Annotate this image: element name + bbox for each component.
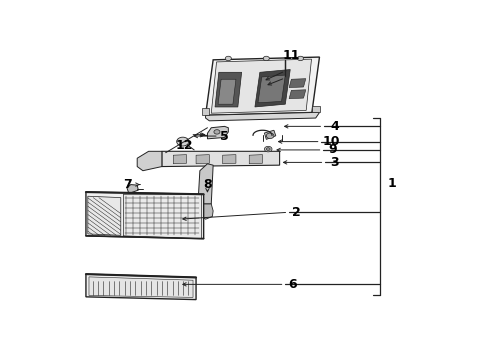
Polygon shape [206, 57, 319, 115]
Text: 8: 8 [203, 178, 212, 191]
Circle shape [265, 146, 272, 152]
Polygon shape [249, 155, 263, 164]
Text: 6: 6 [289, 278, 297, 291]
Polygon shape [88, 196, 121, 235]
Circle shape [267, 148, 270, 150]
Text: 1: 1 [387, 177, 396, 190]
Polygon shape [202, 108, 209, 115]
Circle shape [225, 56, 231, 61]
Text: 9: 9 [328, 143, 337, 157]
Text: 7: 7 [123, 178, 132, 191]
Polygon shape [86, 274, 196, 300]
Polygon shape [86, 192, 204, 239]
Text: 2: 2 [293, 206, 301, 219]
Polygon shape [123, 194, 201, 239]
Polygon shape [289, 90, 306, 99]
Text: 4: 4 [330, 120, 339, 133]
Text: 5: 5 [220, 130, 229, 143]
Circle shape [267, 133, 274, 139]
Circle shape [263, 56, 270, 61]
Circle shape [297, 56, 303, 61]
Circle shape [177, 137, 189, 146]
Polygon shape [162, 151, 280, 167]
Polygon shape [265, 130, 276, 139]
Polygon shape [198, 164, 213, 204]
Polygon shape [196, 155, 209, 164]
Polygon shape [258, 75, 285, 103]
Polygon shape [215, 72, 242, 107]
Polygon shape [173, 155, 187, 164]
Polygon shape [200, 204, 213, 219]
Text: 10: 10 [322, 135, 340, 148]
Text: 11: 11 [282, 49, 300, 62]
Polygon shape [207, 126, 228, 139]
Polygon shape [289, 79, 306, 87]
Polygon shape [255, 69, 290, 107]
Polygon shape [89, 277, 193, 297]
Polygon shape [206, 112, 319, 121]
Polygon shape [218, 79, 236, 104]
Text: 12: 12 [176, 139, 194, 152]
Text: 3: 3 [330, 156, 339, 169]
Polygon shape [222, 155, 236, 164]
Polygon shape [312, 107, 320, 112]
Polygon shape [211, 59, 312, 113]
Polygon shape [137, 151, 162, 171]
Polygon shape [127, 185, 138, 193]
Circle shape [214, 130, 220, 134]
